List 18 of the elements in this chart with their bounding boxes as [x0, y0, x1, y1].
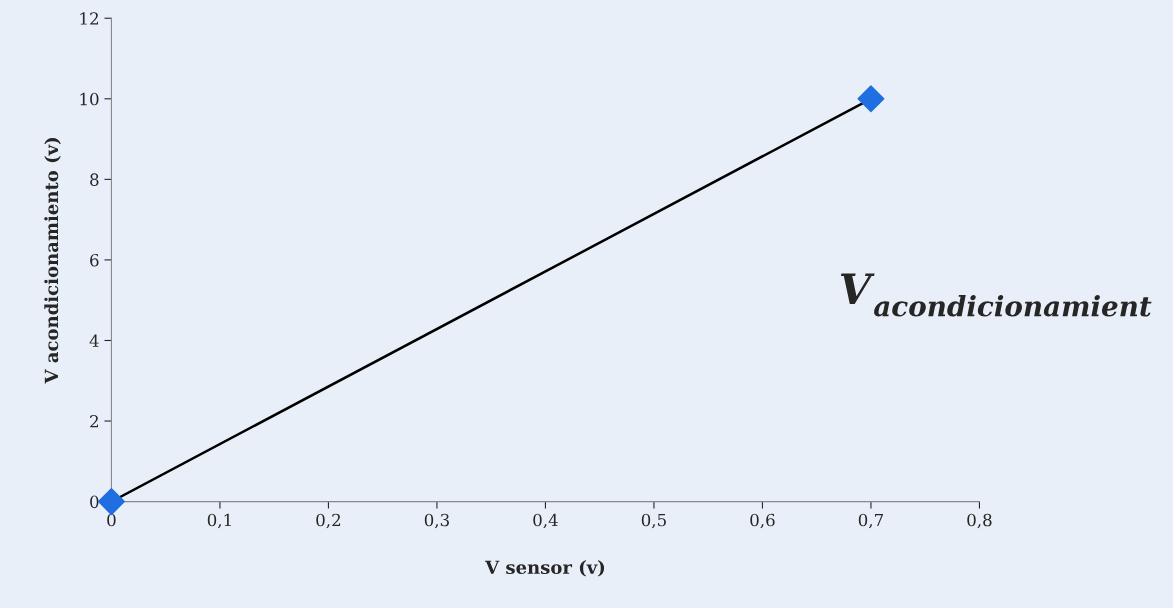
y-tick-label: 4 [89, 334, 99, 347]
y-tick-label: 6 [90, 253, 99, 267]
x-tick-label: 0,5 [641, 513, 666, 529]
x-tick-label: 0,2 [316, 513, 341, 529]
y-tick-label: 2 [90, 415, 98, 428]
y-tick-label: 8 [90, 173, 99, 186]
x-tick-label: 0,8 [967, 513, 992, 529]
x-tick-label: 0,7 [858, 513, 883, 529]
y-tick-label: 12 [80, 12, 98, 25]
x-tick-label: 0,6 [750, 513, 775, 529]
y-tick-label: 10 [80, 92, 99, 106]
x-tick-label: 0,1 [207, 513, 231, 529]
x-tick-label: 0,4 [533, 513, 558, 529]
x-axis-title: V sensor (v) [485, 560, 605, 577]
y-axis-title: V acondicionamiento (v) [44, 138, 61, 384]
y-tick-label: 0 [90, 495, 99, 509]
x-tick-label: 0 [107, 513, 116, 527]
x-tick-label: 0,3 [424, 513, 449, 529]
